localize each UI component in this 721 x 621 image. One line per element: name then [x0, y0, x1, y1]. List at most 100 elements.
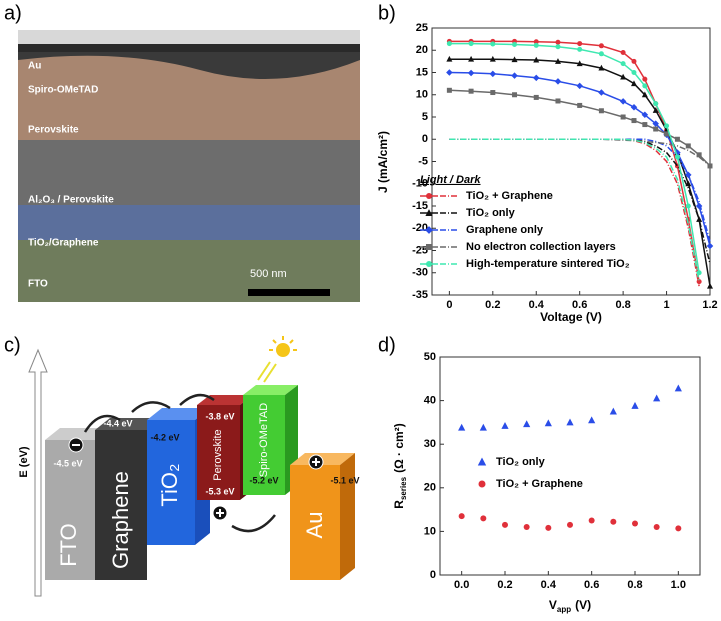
x-tick-label: 0.2 — [497, 579, 512, 591]
data-point — [512, 41, 518, 47]
data-point — [576, 60, 583, 67]
data-point — [631, 58, 637, 64]
data-point — [630, 80, 637, 87]
legend-marker — [426, 261, 432, 267]
legend-marker — [477, 457, 487, 466]
y-axis-label: Rseries (Ω · cm²) — [392, 423, 408, 508]
data-point — [468, 41, 474, 47]
data-point — [502, 521, 508, 528]
data-point — [631, 70, 637, 75]
data-point — [630, 103, 638, 111]
data-point — [458, 423, 466, 431]
x-tick-label: 0.6 — [572, 299, 587, 311]
data-point — [653, 524, 660, 531]
data-point — [555, 39, 561, 45]
axis-label: E (eV) — [18, 446, 30, 478]
data-point — [545, 524, 552, 531]
legend-marker — [426, 244, 432, 250]
dark-curve — [449, 138, 700, 282]
data-point — [501, 421, 509, 429]
data-point — [632, 520, 638, 527]
x-tick-label: 0.6 — [584, 579, 599, 591]
light-curve — [449, 71, 711, 247]
legend-label: TiO₂ only — [466, 207, 516, 219]
legend-label: No electron collection layers — [466, 241, 616, 253]
panel-label: b) — [378, 2, 396, 24]
data-point — [598, 108, 604, 114]
data-point — [511, 56, 518, 63]
legend-marker — [426, 193, 432, 199]
x-tick-label: 0.2 — [485, 299, 500, 311]
data-point — [653, 394, 661, 402]
legend-label: TiO₂ only — [496, 456, 546, 468]
data-point — [685, 203, 691, 209]
data-point — [664, 131, 670, 137]
x-tick-label: 0.4 — [541, 579, 557, 591]
panel-label: c) — [4, 334, 21, 356]
data-point — [620, 73, 627, 80]
y-tick-label: 20 — [424, 482, 436, 494]
light-curve — [449, 40, 700, 282]
y-tick-label: 40 — [424, 395, 436, 407]
data-point — [523, 524, 530, 531]
data-point — [707, 282, 713, 289]
legend-title: Light / Dark — [420, 174, 481, 186]
data-point — [468, 55, 475, 62]
data-point — [446, 55, 453, 62]
sem-image — [18, 30, 360, 302]
data-point — [685, 180, 692, 187]
layer-label: Spiro-OMeTAD — [28, 85, 98, 96]
data-point — [533, 74, 540, 82]
layer-label: Perovskite — [28, 125, 79, 136]
data-point — [696, 270, 702, 276]
data-point — [674, 136, 680, 142]
data-point — [489, 70, 497, 78]
data-point — [467, 69, 475, 77]
data-point — [567, 521, 573, 528]
y-axis-label-main: R — [392, 500, 406, 509]
data-point — [468, 88, 474, 94]
data-point — [490, 41, 496, 47]
data-point — [490, 90, 496, 96]
x-axis-label-unit: (V) — [575, 598, 591, 612]
y-tick-label: -15 — [412, 200, 428, 212]
data-point — [695, 202, 703, 210]
legend-marker — [425, 226, 433, 234]
y-tick-label: 30 — [424, 438, 436, 450]
light-curve — [449, 89, 711, 167]
legend-label: TiO₂ + Graphene — [466, 190, 553, 202]
legend-marker — [425, 209, 433, 216]
x-tick-label: 0 — [446, 299, 452, 311]
plot-frame — [431, 27, 711, 296]
data-point — [675, 525, 682, 532]
y-axis-label-unit: (Ω · cm²) — [392, 423, 406, 473]
light-curve — [449, 42, 700, 273]
y-tick-label: -10 — [412, 178, 428, 190]
energy-level: -4.2 eV — [150, 432, 179, 442]
y-tick-label: 50 — [424, 351, 436, 363]
data-point — [653, 126, 659, 132]
data-point — [511, 72, 518, 79]
x-tick-label: 1.2 — [702, 299, 717, 311]
y-tick-label: 20 — [416, 44, 428, 56]
layer-label: Al₂O₃ / Perovskite — [28, 195, 114, 206]
data-point — [631, 118, 637, 124]
y-tick-label: 5 — [422, 111, 428, 123]
x-axis-label: Voltage (V) — [540, 310, 602, 324]
data-point — [674, 154, 680, 160]
data-point — [555, 44, 561, 50]
data-point — [577, 102, 583, 108]
plot-frame — [439, 356, 701, 576]
panel-label: a) — [4, 2, 22, 24]
data-point — [707, 163, 713, 169]
data-point — [458, 513, 465, 520]
data-point — [554, 78, 562, 85]
data-point — [685, 143, 691, 149]
scale-bar-label: 500 nm — [250, 268, 287, 280]
data-point — [523, 420, 531, 428]
data-point — [598, 64, 605, 71]
x-tick-label: 0.8 — [615, 299, 630, 311]
energy-level: -4.4 eV — [103, 418, 132, 428]
panel-label: d) — [378, 334, 396, 356]
